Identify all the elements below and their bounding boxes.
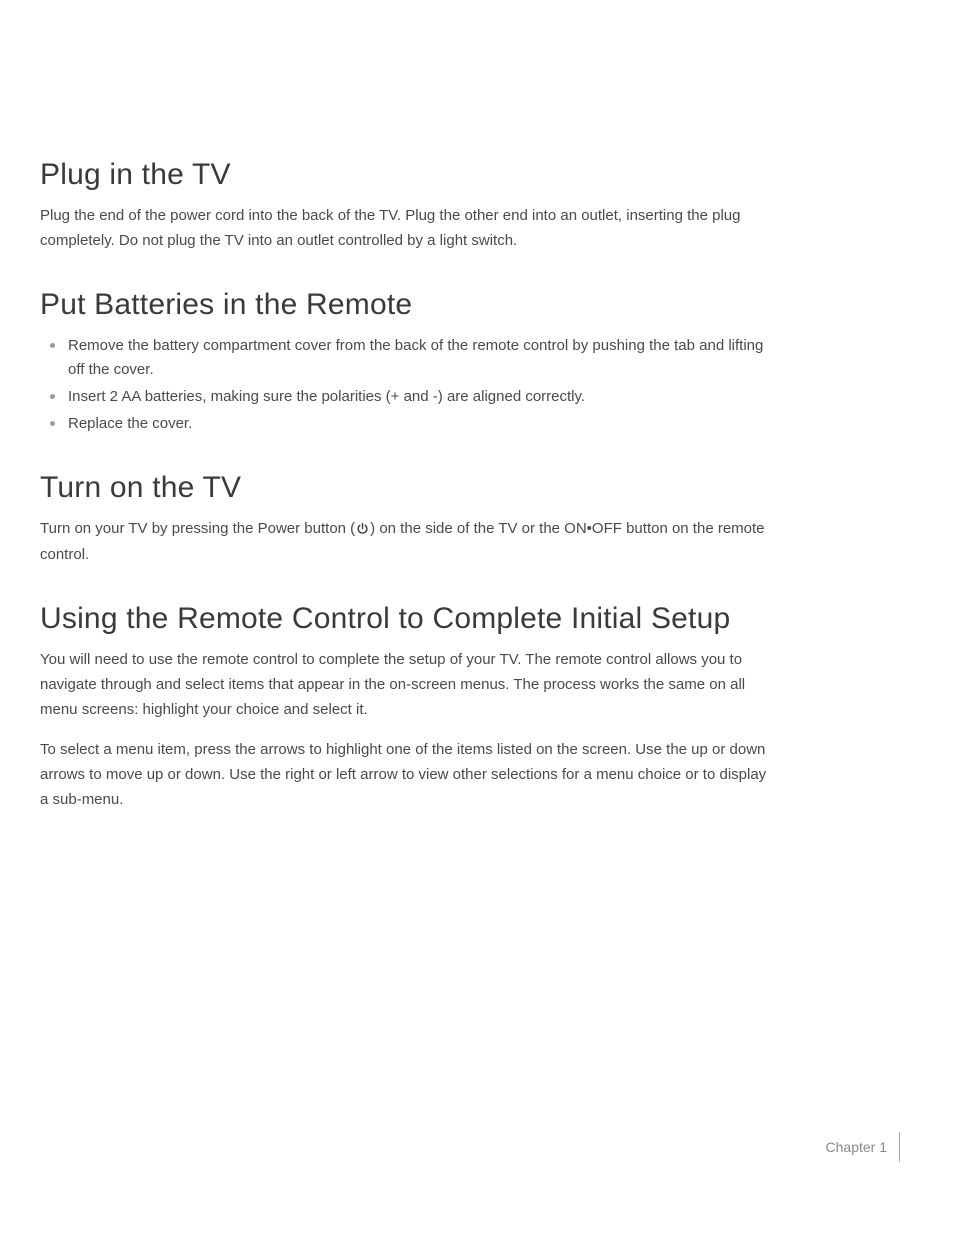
section-plug-in-tv: Plug in the TV Plug the end of the power… bbox=[40, 158, 770, 254]
footer-rule bbox=[899, 1132, 900, 1162]
paragraph-remote-setup-2: To select a menu item, press the arrows … bbox=[40, 738, 770, 812]
content-column: Plug in the TV Plug the end of the power… bbox=[40, 158, 770, 813]
paragraph-plug-in-tv: Plug the end of the power cord into the … bbox=[40, 204, 770, 254]
list-item: Replace the cover. bbox=[68, 412, 770, 437]
section-remote-setup: Using the Remote Control to Complete Ini… bbox=[40, 602, 770, 813]
paragraph-turn-on-tv: Turn on your TV by pressing the Power bu… bbox=[40, 517, 770, 569]
page-footer: Chapter 1 bbox=[826, 1132, 900, 1162]
heading-batteries: Put Batteries in the Remote bbox=[40, 288, 770, 322]
text-before-icon: Turn on your TV by pressing the Power bu… bbox=[40, 520, 355, 537]
heading-plug-in-tv: Plug in the TV bbox=[40, 158, 770, 192]
heading-remote-setup: Using the Remote Control to Complete Ini… bbox=[40, 602, 770, 636]
list-item: Insert 2 AA batteries, making sure the p… bbox=[68, 385, 770, 410]
footer-chapter-label: Chapter 1 bbox=[826, 1139, 887, 1155]
section-turn-on-tv: Turn on the TV Turn on your TV by pressi… bbox=[40, 471, 770, 569]
heading-turn-on-tv: Turn on the TV bbox=[40, 471, 770, 505]
document-page: Plug in the TV Plug the end of the power… bbox=[0, 0, 954, 1234]
list-batteries: Remove the battery compartment cover fro… bbox=[40, 334, 770, 437]
section-batteries: Put Batteries in the Remote Remove the b… bbox=[40, 288, 770, 437]
paragraph-remote-setup-1: You will need to use the remote control … bbox=[40, 648, 770, 722]
power-icon bbox=[356, 519, 369, 544]
list-item: Remove the battery compartment cover fro… bbox=[68, 334, 770, 384]
